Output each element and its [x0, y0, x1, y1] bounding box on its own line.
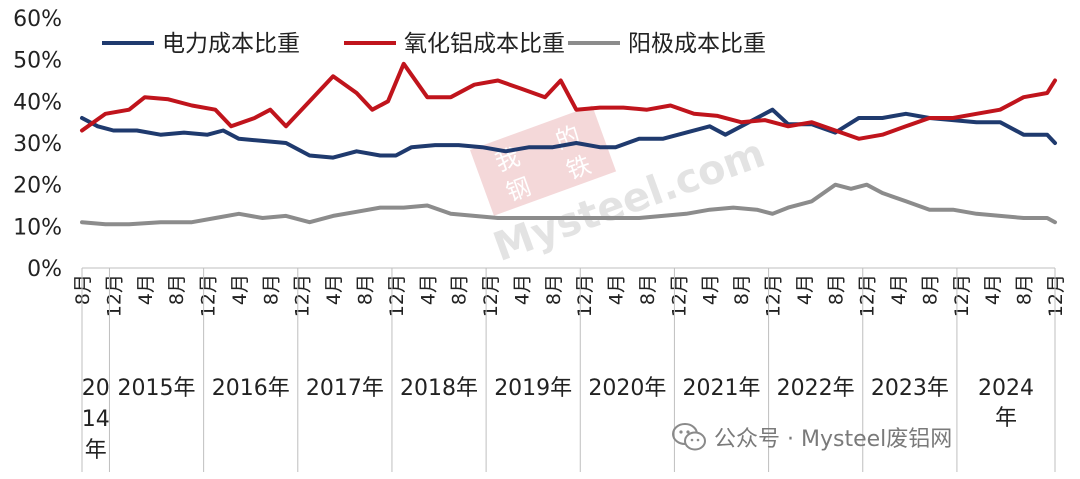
x-tick-label: 8月 — [72, 274, 94, 305]
x-tick-label: 12月 — [1045, 274, 1067, 317]
year-label: 2024 — [978, 376, 1034, 401]
y-tick-label: 30% — [13, 132, 62, 157]
y-tick-label: 60% — [13, 7, 62, 32]
x-tick-label: 12月 — [857, 274, 879, 317]
axes: 0% 10% 20% 30% 40% 50% 60% 8月 12月 4月 8月 12月 4月 8月 12月 4… — [13, 7, 1067, 472]
x-tick-label: 8月 — [825, 274, 847, 305]
year-label: 14 — [82, 407, 110, 432]
y-tick-label: 20% — [13, 174, 62, 199]
footer-text: 公众号 · Mysteel废铝网 — [714, 427, 953, 452]
year-label: 2015年 — [118, 376, 196, 401]
x-tick-label: 12月 — [103, 274, 125, 317]
year-label: 2016年 — [212, 376, 290, 401]
x-tick-label: 12月 — [763, 274, 785, 317]
series-line — [80, 107, 1057, 160]
year-label: 2023年 — [871, 376, 949, 401]
x-tick-label: 4月 — [888, 274, 910, 305]
y-tick-label: 10% — [13, 215, 62, 240]
x-tick-label: 12月 — [951, 274, 973, 317]
wechat-icon — [672, 423, 706, 451]
x-tick-label: 4月 — [606, 274, 628, 305]
year-label: 2019年 — [494, 376, 572, 401]
y-tick-label: 50% — [13, 49, 62, 74]
x-tick-label: 12月 — [198, 274, 220, 317]
x-tick-label: 4月 — [794, 274, 816, 305]
x-tick-label: 8月 — [166, 274, 188, 305]
legend-label: 氧化铝成本比重 — [404, 31, 565, 57]
x-tick-label: 8月 — [260, 274, 282, 305]
x-tick-label: 4月 — [229, 274, 251, 305]
y-tick-label: 40% — [13, 90, 62, 115]
year-label: 年 — [85, 438, 107, 463]
year-label: 2021年 — [683, 376, 761, 401]
x-tick-label: 4月 — [135, 274, 157, 305]
x-tick-label: 12月 — [668, 274, 690, 317]
x-tick-label: 8月 — [354, 274, 376, 305]
x-tick-label: 4月 — [417, 274, 439, 305]
x-tick-label: 12月 — [574, 274, 596, 317]
x-tick-label: 4月 — [323, 274, 345, 305]
legend-label: 电力成本比重 — [162, 31, 300, 57]
mysteel-watermark: 我 的 钢 铁 Mysteel.com — [470, 105, 771, 271]
year-label: 年 — [995, 406, 1017, 431]
year-label: 2018年 — [400, 376, 478, 401]
series-line — [80, 61, 1057, 141]
x-tick-label: 12月 — [292, 274, 314, 317]
footer-watermark: 公众号 · Mysteel废铝网 — [672, 422, 952, 452]
year-label: 20 — [82, 376, 110, 401]
x-tick-label: 8月 — [637, 274, 659, 305]
x-tick-label: 4月 — [982, 274, 1004, 305]
x-tick-label: 8月 — [731, 274, 753, 305]
year-label: 2020年 — [588, 376, 666, 401]
x-tick-label: 4月 — [511, 274, 533, 305]
x-tick-label: 12月 — [386, 274, 408, 317]
year-label: 2017年 — [306, 376, 384, 401]
watermark-logo-box — [470, 105, 617, 216]
series-lines — [80, 61, 1057, 227]
legend: 电力成本比重 氧化铝成本比重 阳极成本比重 — [102, 31, 766, 57]
x-tick-label: 4月 — [700, 274, 722, 305]
year-label: 2022年 — [777, 376, 855, 401]
x-tick-label: 8月 — [543, 274, 565, 305]
x-tick-label: 8月 — [1014, 274, 1036, 305]
x-tick-label: 8月 — [919, 274, 941, 305]
x-tick-label: 12月 — [480, 274, 502, 317]
y-tick-label: 0% — [27, 257, 62, 282]
series-line — [80, 182, 1057, 227]
legend-label: 阳极成本比重 — [628, 31, 766, 57]
x-tick-label: 8月 — [449, 274, 471, 305]
